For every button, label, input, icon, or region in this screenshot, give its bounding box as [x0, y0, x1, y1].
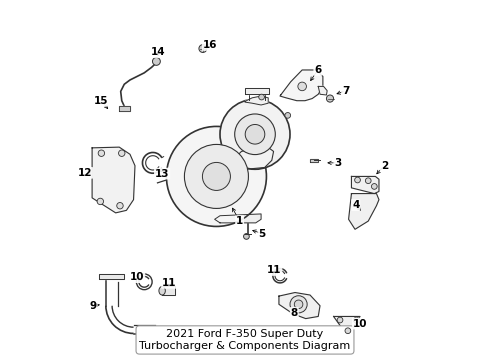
Text: 5: 5	[259, 229, 266, 239]
Text: 2: 2	[381, 161, 388, 171]
Circle shape	[97, 198, 103, 204]
Circle shape	[290, 296, 307, 313]
Circle shape	[98, 150, 104, 157]
Circle shape	[184, 144, 248, 208]
Polygon shape	[280, 70, 323, 101]
Text: 16: 16	[203, 40, 217, 50]
Polygon shape	[215, 214, 261, 223]
Polygon shape	[334, 316, 360, 337]
Circle shape	[220, 99, 290, 169]
Text: 10: 10	[353, 319, 368, 329]
Polygon shape	[229, 146, 273, 170]
Text: 11: 11	[267, 265, 282, 275]
Text: 8: 8	[291, 308, 298, 318]
Text: 15: 15	[94, 96, 109, 106]
Polygon shape	[119, 106, 130, 111]
Circle shape	[235, 114, 275, 154]
Text: 2021 Ford F-350 Super Duty
Turbocharger & Components Diagram: 2021 Ford F-350 Super Duty Turbocharger …	[139, 329, 351, 351]
Circle shape	[285, 113, 291, 118]
Polygon shape	[351, 176, 379, 194]
Circle shape	[366, 178, 371, 184]
Text: 9: 9	[90, 301, 97, 311]
Circle shape	[337, 317, 343, 323]
Polygon shape	[318, 86, 327, 95]
Circle shape	[371, 184, 377, 189]
Text: 14: 14	[151, 47, 166, 57]
Circle shape	[199, 45, 207, 53]
Text: 12: 12	[78, 168, 92, 178]
Circle shape	[294, 300, 303, 309]
Polygon shape	[310, 158, 318, 162]
Circle shape	[244, 234, 249, 239]
Text: 13: 13	[155, 168, 170, 179]
Text: 4: 4	[352, 200, 360, 210]
Circle shape	[119, 150, 125, 157]
Circle shape	[202, 162, 230, 190]
Text: 10: 10	[130, 272, 145, 282]
Circle shape	[345, 328, 351, 334]
Polygon shape	[92, 147, 135, 213]
Text: 1: 1	[236, 216, 243, 226]
Circle shape	[259, 94, 265, 100]
Ellipse shape	[159, 287, 165, 295]
Circle shape	[245, 125, 265, 144]
Circle shape	[117, 203, 123, 209]
Polygon shape	[279, 293, 320, 319]
Circle shape	[298, 82, 306, 91]
Circle shape	[167, 126, 267, 226]
Text: 11: 11	[162, 278, 176, 288]
Polygon shape	[162, 287, 175, 295]
Text: 3: 3	[334, 158, 342, 168]
Polygon shape	[245, 88, 270, 94]
Circle shape	[355, 177, 360, 183]
Text: 7: 7	[342, 86, 349, 96]
Text: 6: 6	[314, 65, 321, 75]
Polygon shape	[99, 274, 124, 279]
Circle shape	[354, 317, 359, 323]
Circle shape	[326, 95, 334, 102]
Circle shape	[152, 58, 160, 65]
Polygon shape	[245, 96, 268, 105]
Polygon shape	[348, 194, 379, 229]
